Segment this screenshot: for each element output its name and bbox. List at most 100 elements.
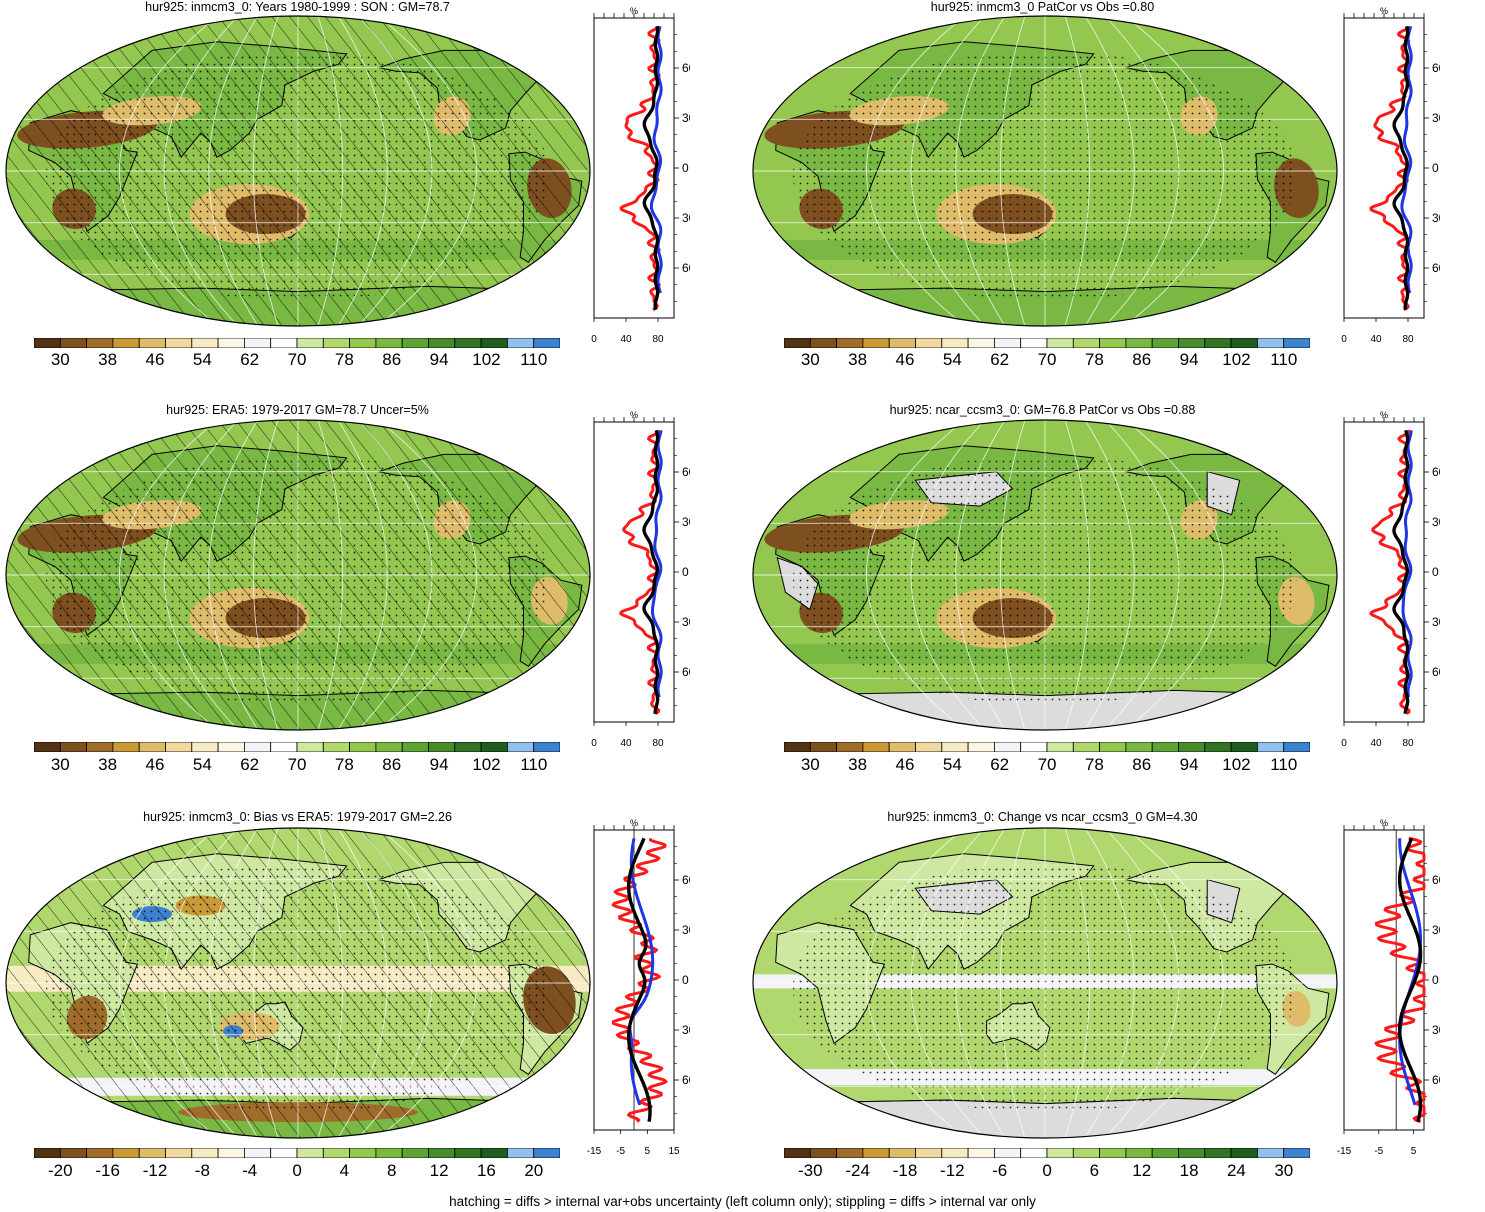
colorbar-tick-label: 18 [1179, 1161, 1199, 1180]
panel-title-model-patcor: hur925: inmcm3_0 PatCor vs Obs =0.80 [930, 0, 1155, 14]
colorbar-tick-label: 62 [240, 350, 260, 369]
graticule [753, 16, 1337, 326]
graticule-meridian [163, 420, 239, 730]
zonal-profile-bias: % 60N 30N 0 30S 60S -15 -5 5 15 [587, 818, 690, 1157]
colorbar-labels-bias: -20 -16 -12 -8 -4 0 4 8 12 16 20 [34, 1161, 560, 1183]
colorbar-swatch [243, 338, 272, 348]
graticule-meridian [999, 16, 1026, 326]
colorbar-swatch [34, 1148, 61, 1158]
colorbar-tick-label: 70 [287, 350, 307, 369]
graticule-meridian [1084, 420, 1135, 730]
profile-unit-label: % [1380, 410, 1388, 420]
graticule [6, 420, 590, 730]
colorbar-tick-label: 38 [848, 350, 868, 369]
colorbar-swatch [809, 742, 837, 752]
colorbar-swatch [191, 338, 219, 348]
graticule-meridian [1064, 16, 1091, 326]
profile-x-label: 40 [620, 334, 632, 345]
colorbar-swatch [1046, 1148, 1074, 1158]
profile-line-all [642, 429, 660, 714]
colorbar-swatch [138, 1148, 166, 1158]
colorbar-tick-label: 12 [1132, 1161, 1152, 1180]
colorbar-swatch [270, 742, 298, 752]
profile-unit-label: % [630, 818, 638, 828]
colorbar-tick-label: 16 [476, 1161, 496, 1180]
colorbar-tick-label: 24 [1226, 1161, 1246, 1180]
colorbar-tick-label: -16 [95, 1161, 120, 1180]
graticule-meridian [252, 16, 279, 326]
colorbar-tick-label: 30 [800, 755, 820, 774]
colorbar-tick-label: 86 [382, 755, 402, 774]
profile-x-label: 80 [652, 738, 664, 749]
colorbar-swatch [454, 338, 482, 348]
colorbar-ncar [784, 742, 1310, 752]
colorbar-swatch [480, 742, 508, 752]
profile-lat-label: 60N [1432, 465, 1440, 479]
colorbar-tick-label: 94 [1179, 755, 1199, 774]
colorbar-swatch [1151, 1148, 1179, 1158]
zonal-profile-model-mean: % 60N 30N 0 30S 60S 0 40 80 [591, 6, 690, 345]
colorbar-tick-label: -18 [892, 1161, 918, 1180]
colorbar-tick-label: 54 [942, 350, 962, 369]
colorbar-tick-label: -12 [142, 1161, 168, 1180]
graticule-meridian [910, 828, 986, 1138]
colorbar-swatch [454, 742, 482, 752]
colorbar-tick-label: 38 [98, 350, 118, 369]
panel-title-bias: hur925: inmcm3_0: Bias vs ERA5: 1979-201… [143, 810, 452, 824]
profile-x-label: 15 [668, 1146, 680, 1157]
colorbar-tick-label: 70 [1037, 755, 1057, 774]
colorbar-swatch [112, 742, 140, 752]
colorbar-tick-label: -20 [48, 1161, 73, 1180]
colorbar-tick-label: 46 [145, 350, 165, 369]
colorbar-tick-label: -8 [194, 1161, 210, 1180]
colorbar-tick-label: 62 [990, 755, 1010, 774]
colorbar-swatch [1125, 338, 1153, 348]
colorbar-tick-label: 62 [990, 350, 1010, 369]
graticule-meridian [955, 420, 1006, 730]
map-outline [752, 827, 1338, 1139]
colorbar-swatch [533, 1148, 560, 1158]
colorbar-swatch [165, 1148, 193, 1158]
panel-title-ncar: hur925: ncar_ccsm3_0: GM=76.8 PatCor vs … [889, 403, 1196, 417]
colorbar-swatch [1151, 742, 1179, 752]
graticule-meridian [1064, 828, 1091, 1138]
profile-lat-label: 30S [1432, 615, 1440, 629]
map-field [753, 828, 1337, 1138]
profile-lat-label: 0 [1432, 973, 1439, 987]
map-change [752, 827, 1338, 1139]
profile-lat-label: 30N [682, 923, 690, 937]
colorbar-era5 [34, 742, 560, 752]
colorbar-swatch [1256, 338, 1285, 348]
colorbar-tick-label: 6 [1089, 1161, 1100, 1180]
profile-lat-label: 60N [682, 873, 690, 887]
colorbar-tick-label: 78 [334, 350, 354, 369]
graticule-meridian [955, 828, 1006, 1138]
colorbar-tick-label: 0 [292, 1161, 302, 1180]
graticule-meridian [377, 16, 477, 326]
graticule-meridian [119, 16, 219, 326]
graticule-meridian [910, 420, 986, 730]
profile-lat-label: 30N [1432, 923, 1440, 937]
colorbar-swatch [322, 338, 350, 348]
colorbar-tick-label: 46 [895, 755, 915, 774]
colorbar-tick-label: 86 [1132, 350, 1152, 369]
profile-lat-label: 30S [682, 1023, 690, 1037]
graticule-meridian [1064, 420, 1091, 730]
map-model-mean [5, 15, 591, 327]
colorbar-swatch [784, 742, 811, 752]
colorbar-tick-label: 94 [429, 350, 449, 369]
profile-x-label: 5 [1411, 1146, 1417, 1157]
profile-x-label: 0 [1341, 738, 1347, 749]
colorbar-swatch [480, 1148, 508, 1158]
profile-lat-label: 30S [1432, 211, 1440, 225]
profile-line-all [642, 25, 660, 311]
colorbar-swatch [1204, 742, 1232, 752]
colorbar-swatch [1283, 338, 1310, 348]
colorbar-swatch [428, 1148, 456, 1158]
map-outline [752, 419, 1338, 731]
colorbar-swatch [1099, 338, 1127, 348]
colorbar-swatch [217, 742, 245, 752]
graticule-meridian [337, 16, 388, 326]
colorbar-swatch [86, 742, 114, 752]
colorbar-tick-label: -12 [940, 1161, 965, 1180]
